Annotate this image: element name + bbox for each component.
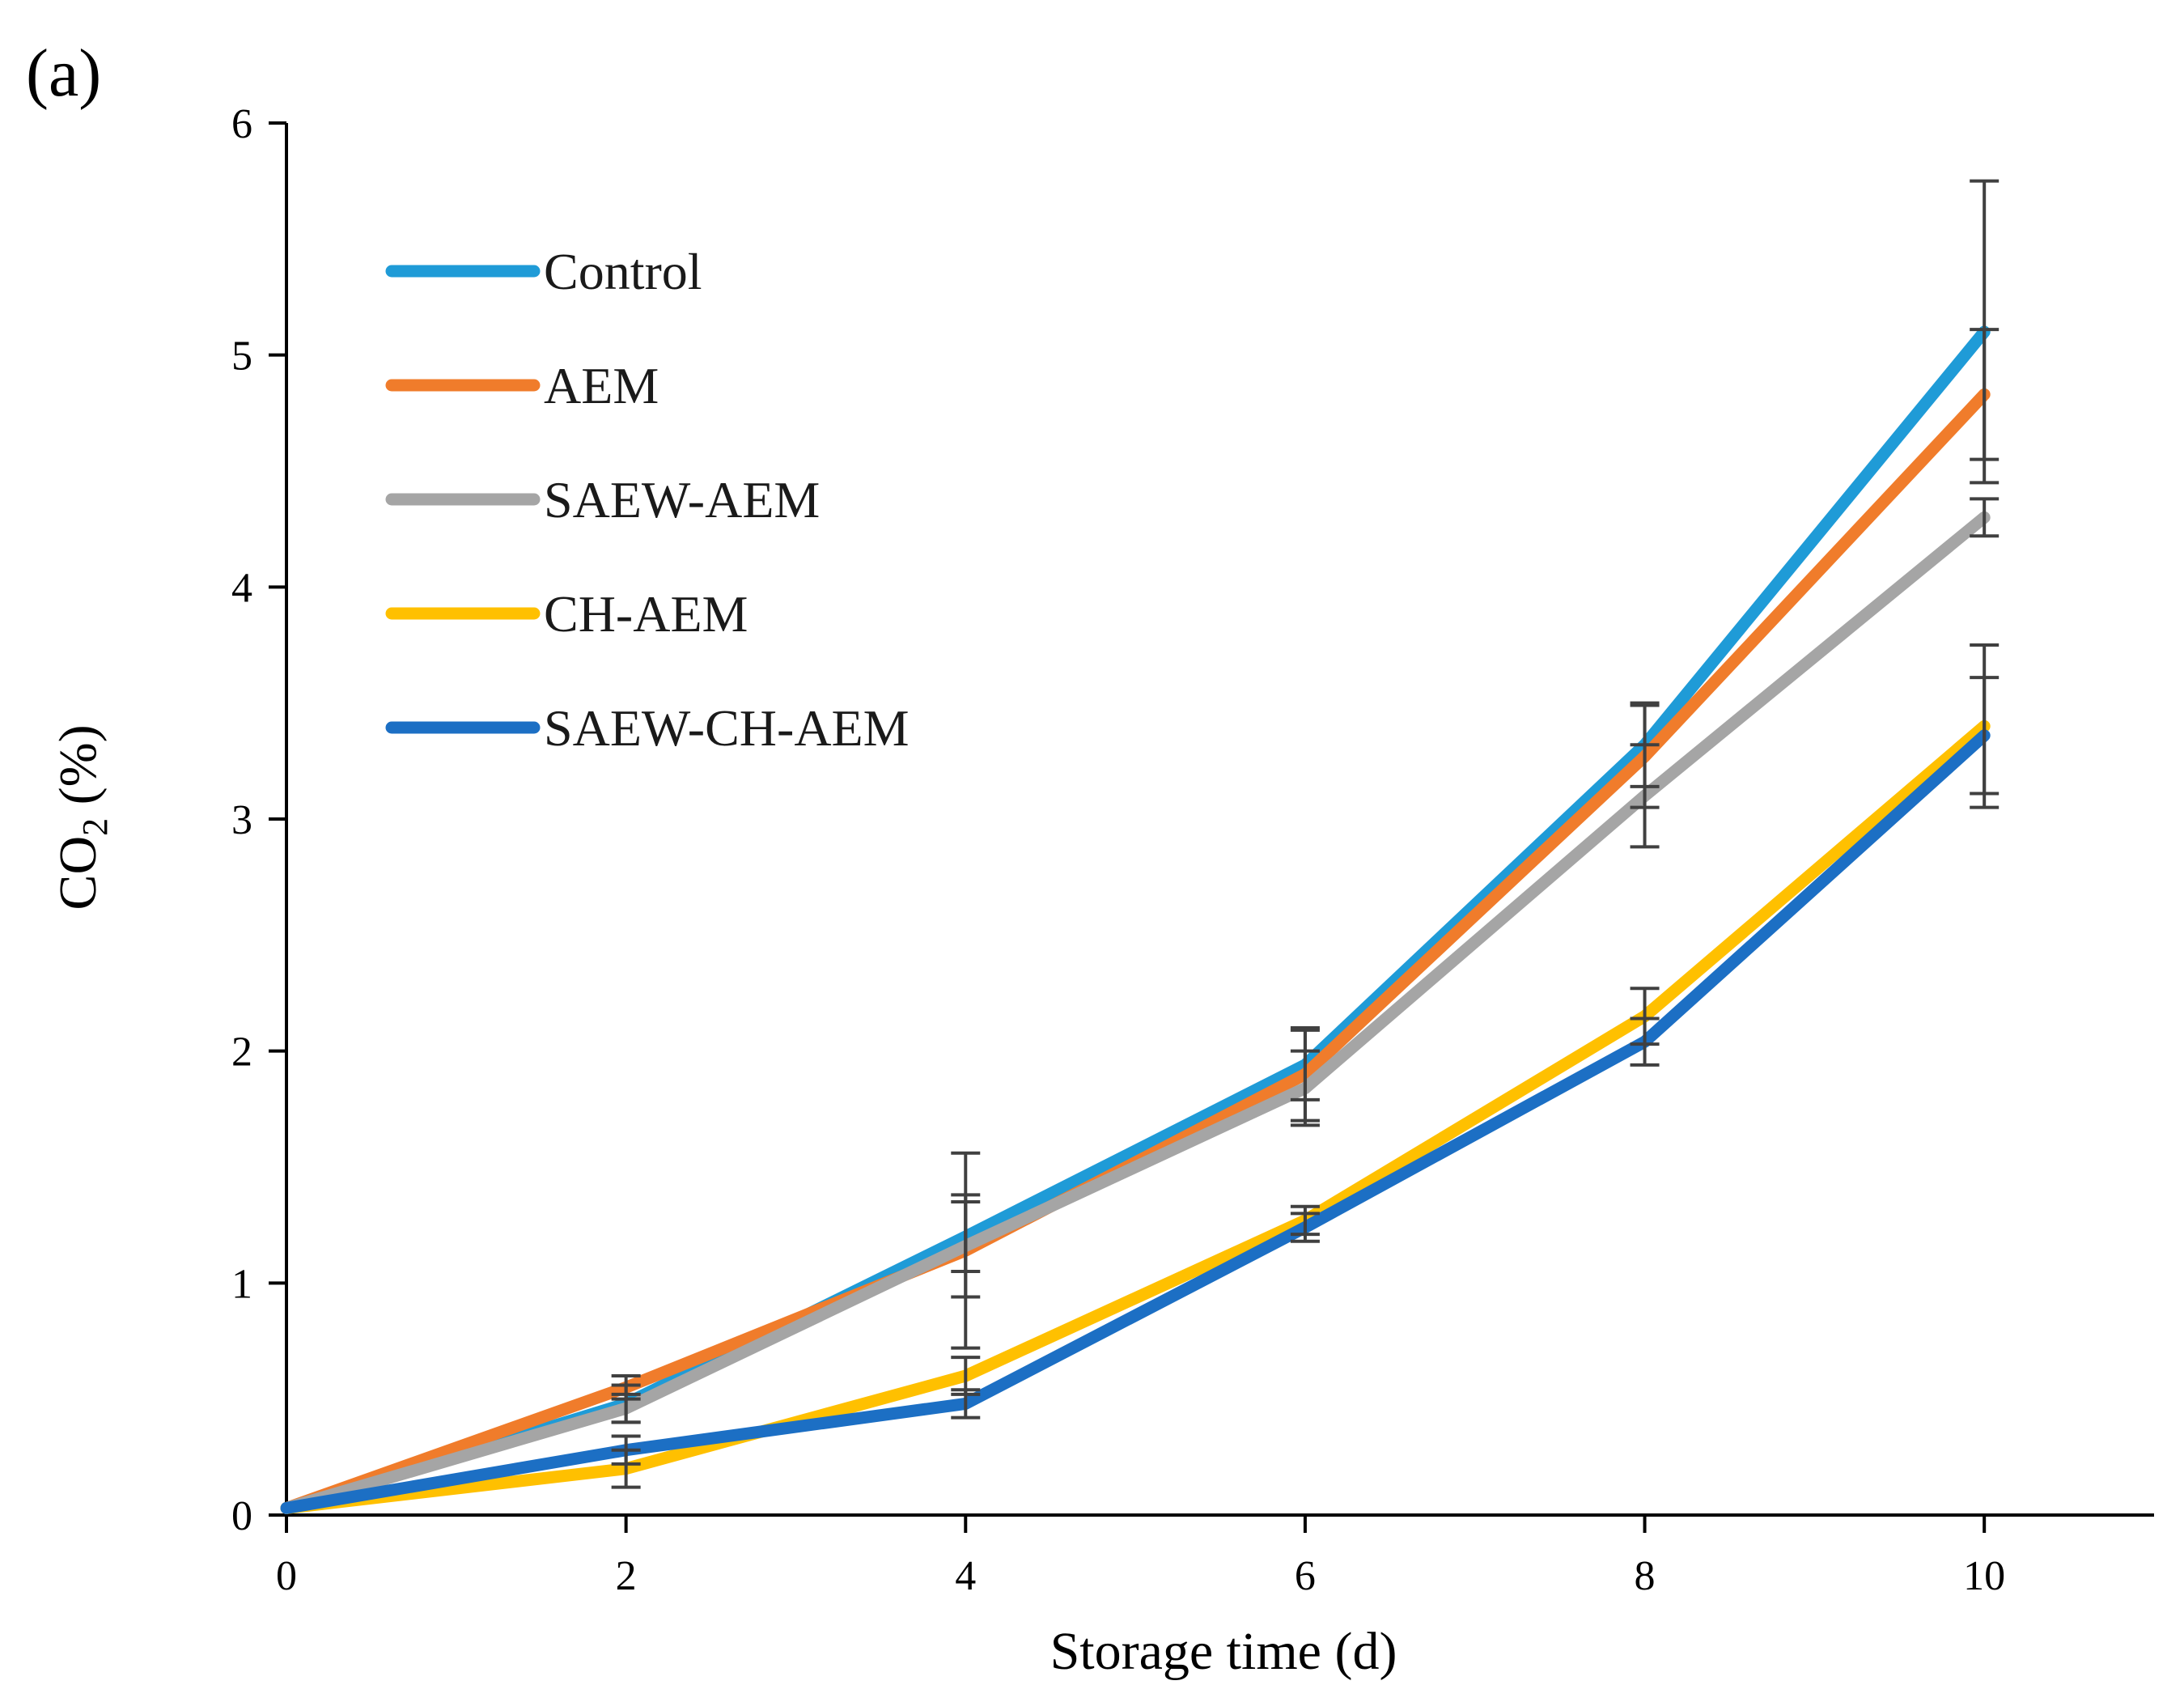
y-tick-label: 4 [231, 565, 252, 611]
error-bar [1630, 743, 1660, 849]
y-axis-title: CO2 (%) [49, 724, 115, 910]
legend-label: SAEW-AEM [544, 471, 820, 528]
panel-label: (a) [26, 36, 101, 111]
x-tick-label: 6 [1295, 1553, 1316, 1599]
y-tick-label: 0 [231, 1493, 252, 1539]
axes: 0 1 2 3 4 5 6 0 2 4 6 8 10 [231, 101, 2154, 1599]
series-line-control [280, 325, 1991, 1514]
y-axis-title-suffix: (%) [49, 724, 108, 817]
x-axis-title: Storage time (d) [1050, 1622, 1397, 1681]
y-tick-label: 3 [231, 797, 252, 843]
legend-label: AEM [544, 357, 659, 414]
legend-item: SAEW-AEM [385, 471, 820, 528]
x-tick-label: 4 [955, 1553, 976, 1599]
y-tick-label: 5 [231, 333, 252, 380]
legend-item: SAEW-CH-AEM [385, 699, 910, 757]
y-tick-label: 1 [231, 1261, 252, 1307]
y-tick-label: 2 [231, 1029, 252, 1076]
legend-label: Control [544, 243, 702, 300]
x-tick-label: 2 [616, 1553, 637, 1599]
legend-item: CH-AEM [385, 585, 748, 643]
error-bar [951, 1388, 981, 1420]
y-axis-title-prefix: CO [49, 836, 108, 910]
error-bar [1290, 1049, 1320, 1127]
error-bar [1970, 328, 2000, 461]
y-axis-title-subscript: 2 [75, 818, 115, 836]
error-bar [1290, 1212, 1320, 1243]
legend: Control AEM SAEW-AEM CH-AEM SAEW-CH-AEM [385, 243, 910, 757]
series-line-saew-ch-aem [280, 729, 1991, 1514]
legend-label: SAEW-CH-AEM [544, 699, 910, 757]
x-tick-label: 8 [1635, 1553, 1656, 1599]
x-tick-label: 0 [276, 1553, 297, 1599]
error-bar [1630, 1017, 1660, 1067]
error-bar [1970, 497, 2000, 538]
legend-item: AEM [385, 357, 659, 414]
error-bar [611, 1434, 641, 1466]
x-tick-label: 10 [1963, 1553, 2005, 1599]
error-bar [951, 1193, 981, 1299]
y-tick-label: 6 [231, 101, 252, 147]
series-line-saew-aem [280, 511, 1991, 1514]
legend-item: Control [385, 243, 702, 300]
series-line-ch-aem [280, 719, 1991, 1514]
error-bars [611, 179, 2000, 1489]
error-bar [611, 1392, 641, 1424]
legend-label: CH-AEM [544, 585, 748, 643]
series-layer [280, 325, 1991, 1514]
error-bar [1970, 676, 2000, 796]
